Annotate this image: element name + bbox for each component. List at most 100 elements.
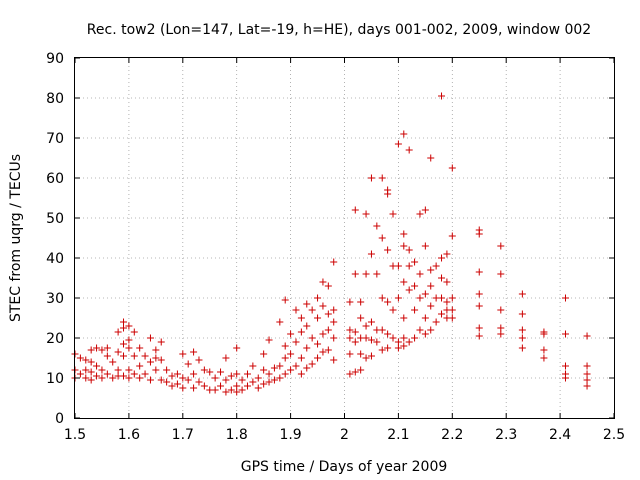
data-point — [76, 370, 84, 378]
data-point — [438, 92, 446, 100]
data-point — [346, 334, 354, 342]
data-point — [222, 354, 230, 362]
data-point — [427, 266, 435, 274]
y-tick-label: 50 — [46, 211, 64, 227]
data-point — [448, 164, 456, 172]
data-point — [292, 362, 300, 370]
data-point — [297, 328, 305, 336]
data-point — [416, 294, 424, 302]
x-tick-label: 2.1 — [387, 427, 409, 443]
data-point — [179, 350, 187, 358]
data-point — [190, 348, 198, 356]
data-point — [141, 370, 149, 378]
data-point — [432, 318, 440, 326]
data-point — [146, 334, 154, 342]
data-point — [518, 334, 526, 342]
data-point — [200, 382, 208, 390]
data-point — [438, 310, 446, 318]
data-point — [265, 370, 273, 378]
data-point — [260, 380, 268, 388]
data-point — [303, 344, 311, 352]
data-point — [421, 290, 429, 298]
data-point — [475, 230, 483, 238]
data-point — [184, 376, 192, 384]
data-point — [141, 352, 149, 360]
data-point — [114, 328, 122, 336]
data-point — [384, 330, 392, 338]
data-point — [540, 330, 548, 338]
data-point — [427, 154, 435, 162]
data-point — [384, 344, 392, 352]
data-point — [394, 262, 402, 270]
data-point — [416, 326, 424, 334]
data-point — [120, 324, 128, 332]
data-point — [265, 378, 273, 386]
data-point — [287, 366, 295, 374]
data-point — [400, 342, 408, 350]
data-point — [103, 352, 111, 360]
data-point — [421, 206, 429, 214]
data-point — [200, 366, 208, 374]
data-point — [330, 306, 338, 314]
data-point — [114, 366, 122, 374]
data-point — [233, 344, 241, 352]
data-point — [330, 356, 338, 364]
plot-frame — [74, 57, 615, 419]
data-point — [254, 384, 262, 392]
data-point — [146, 376, 154, 384]
data-point — [330, 318, 338, 326]
data-point — [314, 340, 322, 348]
data-point — [87, 358, 95, 366]
data-point — [378, 174, 386, 182]
data-point — [87, 376, 95, 384]
data-point — [518, 290, 526, 298]
data-point — [287, 330, 295, 338]
data-point — [157, 356, 165, 364]
data-point — [120, 318, 128, 326]
data-point — [184, 360, 192, 368]
data-point — [120, 340, 128, 348]
data-point — [319, 302, 327, 310]
data-point — [136, 374, 144, 382]
data-point — [109, 358, 117, 366]
data-point — [378, 346, 386, 354]
data-point — [438, 274, 446, 282]
data-point — [222, 388, 230, 396]
data-point — [561, 374, 569, 382]
data-point — [561, 294, 569, 302]
data-point — [346, 326, 354, 334]
data-point — [357, 298, 365, 306]
x-tick-label: 1.7 — [172, 427, 194, 443]
data-point — [411, 334, 419, 342]
data-point — [448, 294, 456, 302]
data-point — [438, 254, 446, 262]
y-tick-label: 20 — [46, 331, 64, 347]
data-point — [443, 250, 451, 258]
x-tick-label: 2.4 — [549, 427, 571, 443]
data-point — [243, 382, 251, 390]
data-point — [120, 352, 128, 360]
data-point — [297, 370, 305, 378]
data-point — [179, 374, 187, 382]
data-point — [93, 362, 101, 370]
data-point — [443, 278, 451, 286]
data-point — [378, 326, 386, 334]
y-axis-label: STEC from uqrg / TECUs — [8, 154, 24, 322]
data-point — [195, 356, 203, 364]
data-point — [87, 346, 95, 354]
data-point — [362, 334, 370, 342]
data-point — [308, 334, 316, 342]
data-point — [195, 378, 203, 386]
data-point — [400, 334, 408, 342]
data-point — [384, 246, 392, 254]
x-axis: 1.5 1.6 1.7 1.8 1.9 2 2.1 2.2 2.3 2.4 2.5 — [64, 58, 625, 443]
data-point — [260, 366, 268, 374]
data-point — [270, 376, 278, 384]
data-point — [98, 346, 106, 354]
data-point — [233, 388, 241, 396]
data-point — [82, 374, 90, 382]
data-point — [120, 372, 128, 380]
data-point — [125, 374, 133, 382]
data-point — [384, 190, 392, 198]
